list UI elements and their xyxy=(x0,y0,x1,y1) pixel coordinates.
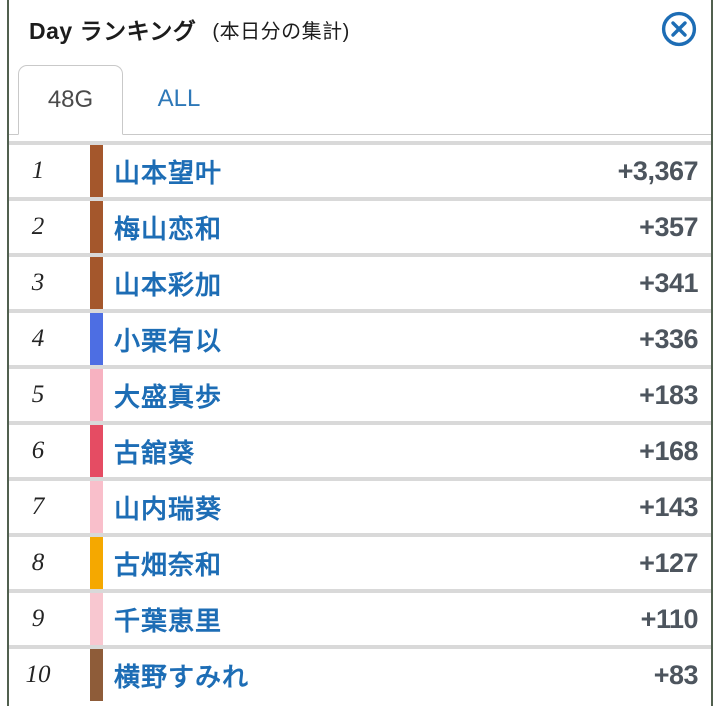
tab-bar: 48G ALL xyxy=(9,58,711,135)
row-separator xyxy=(9,421,711,425)
rank-number: 6 xyxy=(31,437,45,464)
member-name-link[interactable]: 横野すみれ xyxy=(114,661,250,692)
tab-48g[interactable]: 48G xyxy=(18,65,123,135)
point-value: +83 xyxy=(653,659,699,690)
member-name-link[interactable]: 梅山恋和 xyxy=(114,213,223,244)
point-value: +3,367 xyxy=(617,155,699,186)
member-name-link[interactable]: 山内瑞葵 xyxy=(114,493,223,524)
point-value: +110 xyxy=(640,603,699,634)
page-subtitle: (本日分の集計) xyxy=(212,20,350,43)
table-row: 9 千葉恵里 +110 xyxy=(9,593,711,645)
tab-all-label: ALL xyxy=(157,85,201,112)
row-separator xyxy=(9,533,711,537)
member-name-link[interactable]: 古舘葵 xyxy=(114,437,196,468)
point-value: +341 xyxy=(639,267,698,298)
member-color-bar xyxy=(90,593,103,645)
rank-number: 2 xyxy=(31,213,45,240)
member-name-link[interactable]: 古畑奈和 xyxy=(114,549,223,580)
member-color-bar xyxy=(90,649,103,701)
ranking-list: 1 山本望叶 +3,367 2 梅山恋和 +357 3 山本彩加 +341 4 … xyxy=(9,135,711,701)
point-value: +357 xyxy=(639,211,698,242)
rank-number: 9 xyxy=(31,605,45,632)
table-row: 4 小栗有以 +336 xyxy=(9,313,711,365)
member-name-link[interactable]: 山本望叶 xyxy=(114,157,223,188)
rank-number: 5 xyxy=(31,381,45,408)
rank-number: 1 xyxy=(31,157,45,184)
table-row: 6 古舘葵 +168 xyxy=(9,425,711,477)
row-separator xyxy=(9,197,711,201)
row-separator xyxy=(9,253,711,257)
point-value: +127 xyxy=(639,547,698,578)
ranking-popup: Day ランキング (本日分の集計) 48G ALL 1 山本望叶 +3,36 xyxy=(7,0,713,706)
table-row: 10 横野すみれ +83 xyxy=(9,649,711,701)
row-separator xyxy=(9,365,711,369)
point-value: +183 xyxy=(639,379,698,410)
popup-header: Day ランキング (本日分の集計) xyxy=(9,0,711,58)
page-title: Day ランキング xyxy=(29,18,197,44)
point-value: +336 xyxy=(639,323,698,354)
member-name-link[interactable]: 大盛真歩 xyxy=(114,381,223,412)
circled-x-icon xyxy=(660,10,698,48)
row-separator xyxy=(9,141,711,145)
rank-number: 3 xyxy=(31,269,45,296)
member-name-link[interactable]: 小栗有以 xyxy=(114,325,223,356)
point-value: +143 xyxy=(639,491,698,522)
table-row: 3 山本彩加 +341 xyxy=(9,257,711,309)
tab-48g-label: 48G xyxy=(47,86,94,113)
member-name-link[interactable]: 千葉恵里 xyxy=(114,605,223,636)
member-color-bar xyxy=(90,145,103,197)
rank-number: 7 xyxy=(31,493,45,520)
tab-all[interactable]: ALL xyxy=(123,64,235,134)
row-separator xyxy=(9,477,711,481)
member-name-link[interactable]: 山本彩加 xyxy=(114,269,223,300)
table-row: 2 梅山恋和 +357 xyxy=(9,201,711,253)
member-color-bar xyxy=(90,481,103,533)
table-row: 5 大盛真歩 +183 xyxy=(9,369,711,421)
member-color-bar xyxy=(90,313,103,365)
row-separator xyxy=(9,589,711,593)
point-value: +168 xyxy=(639,435,698,466)
member-color-bar xyxy=(90,257,103,309)
member-color-bar xyxy=(90,425,103,477)
table-row: 7 山内瑞葵 +143 xyxy=(9,481,711,533)
close-button[interactable] xyxy=(659,9,699,49)
member-color-bar xyxy=(90,369,103,421)
member-color-bar xyxy=(90,537,103,589)
rank-number: 4 xyxy=(31,325,45,352)
row-separator xyxy=(9,309,711,313)
row-separator xyxy=(9,645,711,649)
table-row: 1 山本望叶 +3,367 xyxy=(9,145,711,197)
rank-number: 10 xyxy=(25,661,51,688)
table-row: 8 古畑奈和 +127 xyxy=(9,537,711,589)
rank-number: 8 xyxy=(31,549,45,576)
member-color-bar xyxy=(90,201,103,253)
